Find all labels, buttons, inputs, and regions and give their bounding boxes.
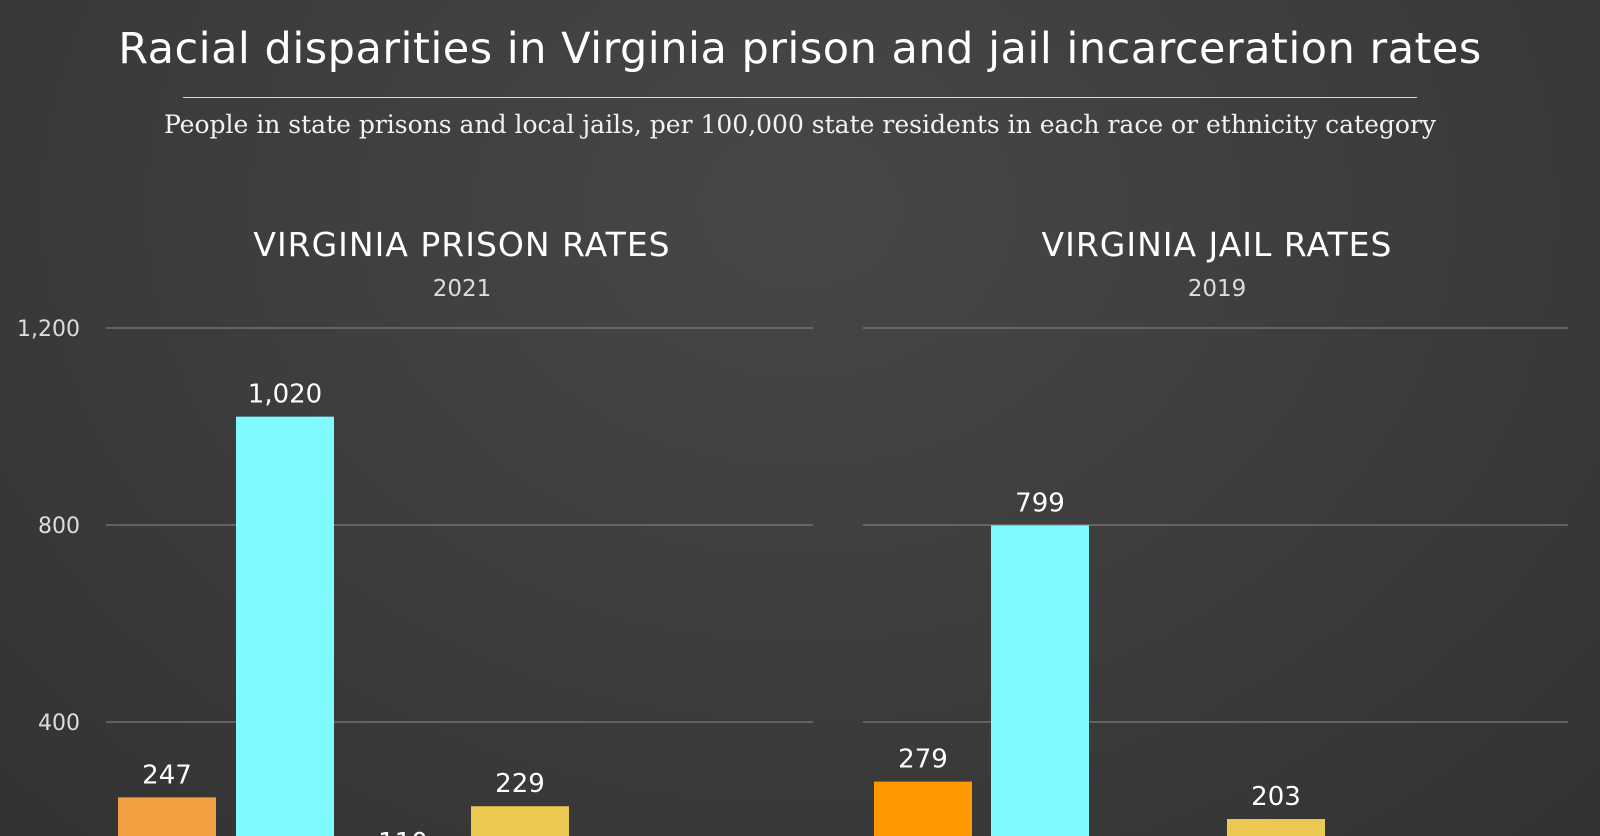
y-tick-label: 1,200: [17, 317, 80, 342]
panel-title: VIRGINIA JAIL RATES: [1042, 225, 1393, 264]
panel-year: 2021: [433, 276, 492, 302]
chart-subtitle: People in state prisons and local jails,…: [163, 110, 1437, 139]
bar: [236, 416, 334, 836]
data-label: 799: [1015, 488, 1065, 518]
data-label: 229: [495, 769, 545, 799]
data-label: 247: [142, 760, 192, 790]
title-divider: [183, 97, 1417, 98]
data-label: 279: [898, 745, 948, 775]
data-label: 1,020: [248, 380, 322, 410]
bar: [471, 806, 569, 836]
y-tick-label: 800: [38, 514, 80, 539]
bar: [118, 797, 216, 836]
panel-year: 2019: [1188, 276, 1247, 302]
bar: [874, 781, 972, 836]
bar: [991, 525, 1089, 836]
bar: [1227, 819, 1325, 836]
data-label: 110: [378, 828, 428, 836]
chart-title: Racial disparities in Virginia prison an…: [118, 24, 1482, 74]
data-label: 203: [1251, 782, 1301, 812]
y-tick-label: 400: [38, 711, 80, 736]
panel-title: VIRGINIA PRISON RATES: [253, 225, 670, 264]
